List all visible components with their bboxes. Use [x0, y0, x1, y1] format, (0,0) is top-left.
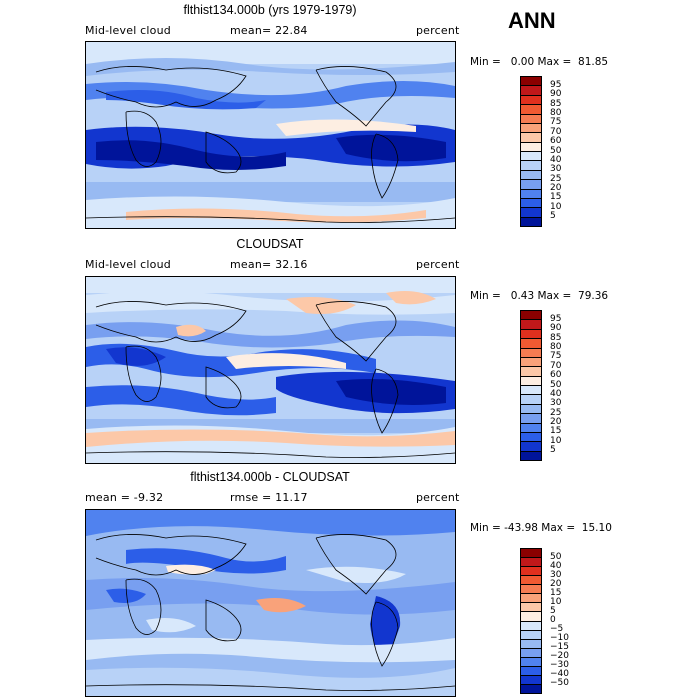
- panel-2-variable: Mid-level cloud: [85, 258, 171, 271]
- panel-3-minmax: Min = -43.98 Max = 15.10: [470, 522, 612, 534]
- colorbar-label: 70: [550, 126, 562, 137]
- colorbar-label: 50: [550, 551, 562, 562]
- colorbar-label: −5: [550, 624, 564, 635]
- colorbar-label: 80: [550, 108, 562, 118]
- colorbar-label: 95: [550, 313, 562, 324]
- colorbar-label: 70: [550, 360, 562, 371]
- colorbar-label: 30: [550, 398, 562, 409]
- colorbar-label: 5: [550, 211, 556, 222]
- colorbar-label: 0: [550, 615, 556, 625]
- panel-2-map: [85, 276, 456, 464]
- colorbar-label: 10: [550, 435, 562, 446]
- colorbar-label: 10: [550, 201, 562, 212]
- panel-1-map-field: [86, 42, 455, 228]
- colorbar-label: 5: [550, 445, 556, 456]
- panel-1-title: flthist134.000b (yrs 1979-1979): [183, 3, 357, 17]
- panel-1-units: percent: [416, 24, 460, 37]
- colorbar-label: 10: [550, 596, 562, 607]
- season-label: ANN: [508, 8, 556, 33]
- colorbar-label: 30: [550, 569, 562, 580]
- colorbar-label: −50: [550, 678, 569, 689]
- colorbar-swatch: [520, 216, 542, 227]
- colorbar-label: 95: [550, 79, 562, 90]
- panel-2-minmax: Min = 0.43 Max = 79.36: [470, 290, 609, 302]
- colorbar-label: 20: [550, 183, 562, 193]
- panel-1-colorbar: 95 90 85 80 75 70 60 50 40 30 25 20 15 10 5: [520, 76, 561, 227]
- colorbar-label: −15: [550, 642, 569, 653]
- colorbar-label: 75: [550, 351, 562, 362]
- panel-3-rmse: rmse = 11.17: [230, 491, 308, 504]
- panel-2-colorbar: 95 90 85 80 75 70 60 50 40 30 25 20 15 10 5: [520, 310, 561, 461]
- panel-3-mean: mean = -9.32: [85, 491, 164, 504]
- panel-3-units: percent: [416, 491, 460, 504]
- colorbar-label: 40: [550, 388, 562, 399]
- colorbar-label: 50: [550, 379, 562, 390]
- colorbar-label: 80: [550, 342, 562, 352]
- colorbar-label: 5: [550, 605, 556, 616]
- panel-1-mean: mean= 22.84: [230, 24, 308, 37]
- colorbar-label: −40: [550, 669, 569, 680]
- colorbar-label: 85: [550, 332, 562, 343]
- colorbar-swatch: [520, 450, 542, 461]
- colorbar-label: 40: [550, 154, 562, 165]
- colorbar-label: 60: [550, 370, 562, 381]
- panel-1-minmax: Min = 0.00 Max = 81.85: [470, 56, 609, 68]
- colorbar-label: −10: [550, 633, 569, 644]
- colorbar-label: 15: [550, 192, 562, 203]
- colorbar-label: 90: [550, 323, 562, 334]
- panel-2-map-field: [86, 277, 455, 463]
- colorbar-swatch: [520, 683, 542, 694]
- panel-3-map-field: [86, 510, 455, 696]
- colorbar-label: 50: [550, 145, 562, 156]
- colorbar-label: 60: [550, 136, 562, 147]
- colorbar-label: 30: [550, 164, 562, 175]
- colorbar-label: 20: [550, 417, 562, 427]
- colorbar-label: −30: [550, 660, 569, 671]
- colorbar-label: 40: [550, 560, 562, 571]
- colorbar-label: 25: [550, 173, 562, 184]
- colorbar-label: 85: [550, 98, 562, 109]
- panel-2-title: CLOUDSAT: [236, 237, 304, 251]
- colorbar-label: 75: [550, 117, 562, 128]
- panel-1-map: [85, 41, 456, 229]
- colorbar-label: 15: [550, 587, 562, 598]
- panel-1-variable: Mid-level cloud: [85, 24, 171, 37]
- panel-3-map: [85, 509, 456, 697]
- colorbar-label: 25: [550, 407, 562, 418]
- panel-3-title: flthist134.000b - CLOUDSAT: [190, 470, 350, 484]
- colorbar-label: 90: [550, 89, 562, 100]
- colorbar-label: 15: [550, 426, 562, 437]
- panel-3-colorbar: 50 40 30 20 15 10 5 0 −5 −10 −15 −20 −30 −40 −50: [520, 548, 569, 694]
- colorbar-label: 20: [550, 578, 562, 589]
- panel-2-units: percent: [416, 258, 460, 271]
- colorbar-label: −20: [550, 651, 569, 662]
- panel-2-mean: mean= 32.16: [230, 258, 308, 271]
